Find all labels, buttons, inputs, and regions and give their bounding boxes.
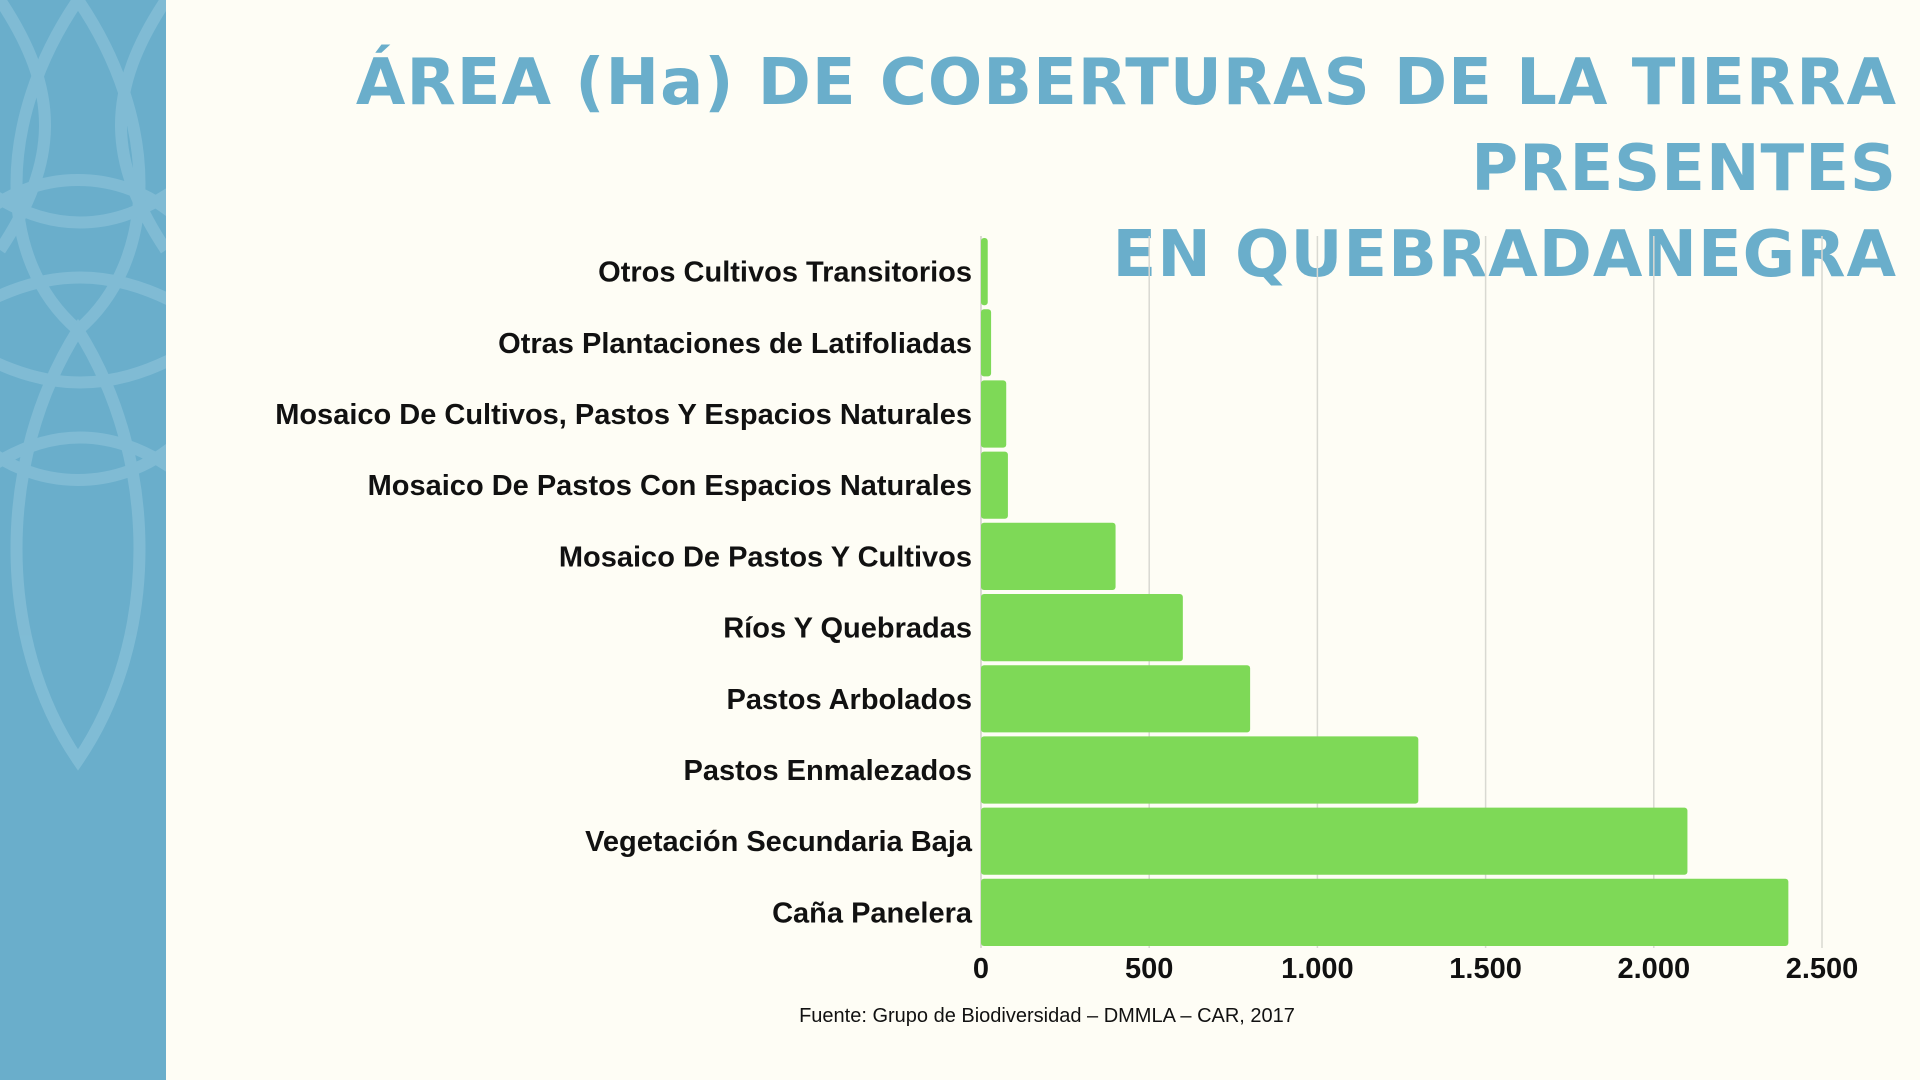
bar-4 xyxy=(981,522,1116,590)
x-tick-label-0: 0 xyxy=(973,953,989,985)
bar-0 xyxy=(981,238,988,306)
x-tick-label-4: 2.000 xyxy=(1618,953,1691,985)
bar-5 xyxy=(981,594,1183,662)
category-label-7: Pastos Enmalezados xyxy=(684,755,973,787)
decorative-side-panel xyxy=(0,0,166,1080)
category-labels: Otros Cultivos Transitorios Otras Plantac… xyxy=(275,257,973,930)
bar-3 xyxy=(981,451,1008,519)
category-label-2: Mosaico De Cultivos, Pastos Y Espacios N… xyxy=(275,399,972,431)
category-label-5: Ríos Y Quebradas xyxy=(723,613,972,645)
category-label-0: Otros Cultivos Transitorios xyxy=(598,257,972,289)
bar-8 xyxy=(981,807,1688,875)
floral-pattern-icon xyxy=(0,0,166,771)
title-line-1: ÁREA (Ha) DE COBERTURAS DE LA TIERRA PRE… xyxy=(355,46,1897,206)
bar-7 xyxy=(981,736,1419,804)
title-line-2: EN QUEBRADANEGRA xyxy=(1112,218,1897,292)
category-label-6: Pastos Arbolados xyxy=(727,684,972,716)
page-title: ÁREA (Ha) DE COBERTURAS DE LA TIERRA PRE… xyxy=(197,40,1897,298)
bars xyxy=(981,238,1789,946)
x-tick-label-1: 500 xyxy=(1125,953,1173,985)
x-tick-label-5: 2.500 xyxy=(1786,953,1859,985)
x-tick-label-3: 1.500 xyxy=(1449,953,1522,985)
bar-1 xyxy=(981,309,992,377)
bar-6 xyxy=(981,665,1251,733)
bar-2 xyxy=(981,380,1007,448)
x-tick-label-2: 1.000 xyxy=(1281,953,1354,985)
x-axis-tick-labels: 0 500 1.000 1.500 2.000 2.500 xyxy=(973,953,1858,985)
category-label-8: Vegetación Secundaria Baja xyxy=(585,826,973,858)
category-label-9: Caña Panelera xyxy=(772,897,973,929)
category-label-3: Mosaico De Pastos Con Espacios Naturales xyxy=(368,470,972,502)
category-label-1: Otras Plantaciones de Latifoliadas xyxy=(498,328,972,360)
category-label-4: Mosaico De Pastos Y Cultivos xyxy=(559,541,972,573)
bar-9 xyxy=(981,878,1789,946)
source-note: Fuente: Grupo de Biodiversidad – DMMLA –… xyxy=(799,1005,1295,1027)
